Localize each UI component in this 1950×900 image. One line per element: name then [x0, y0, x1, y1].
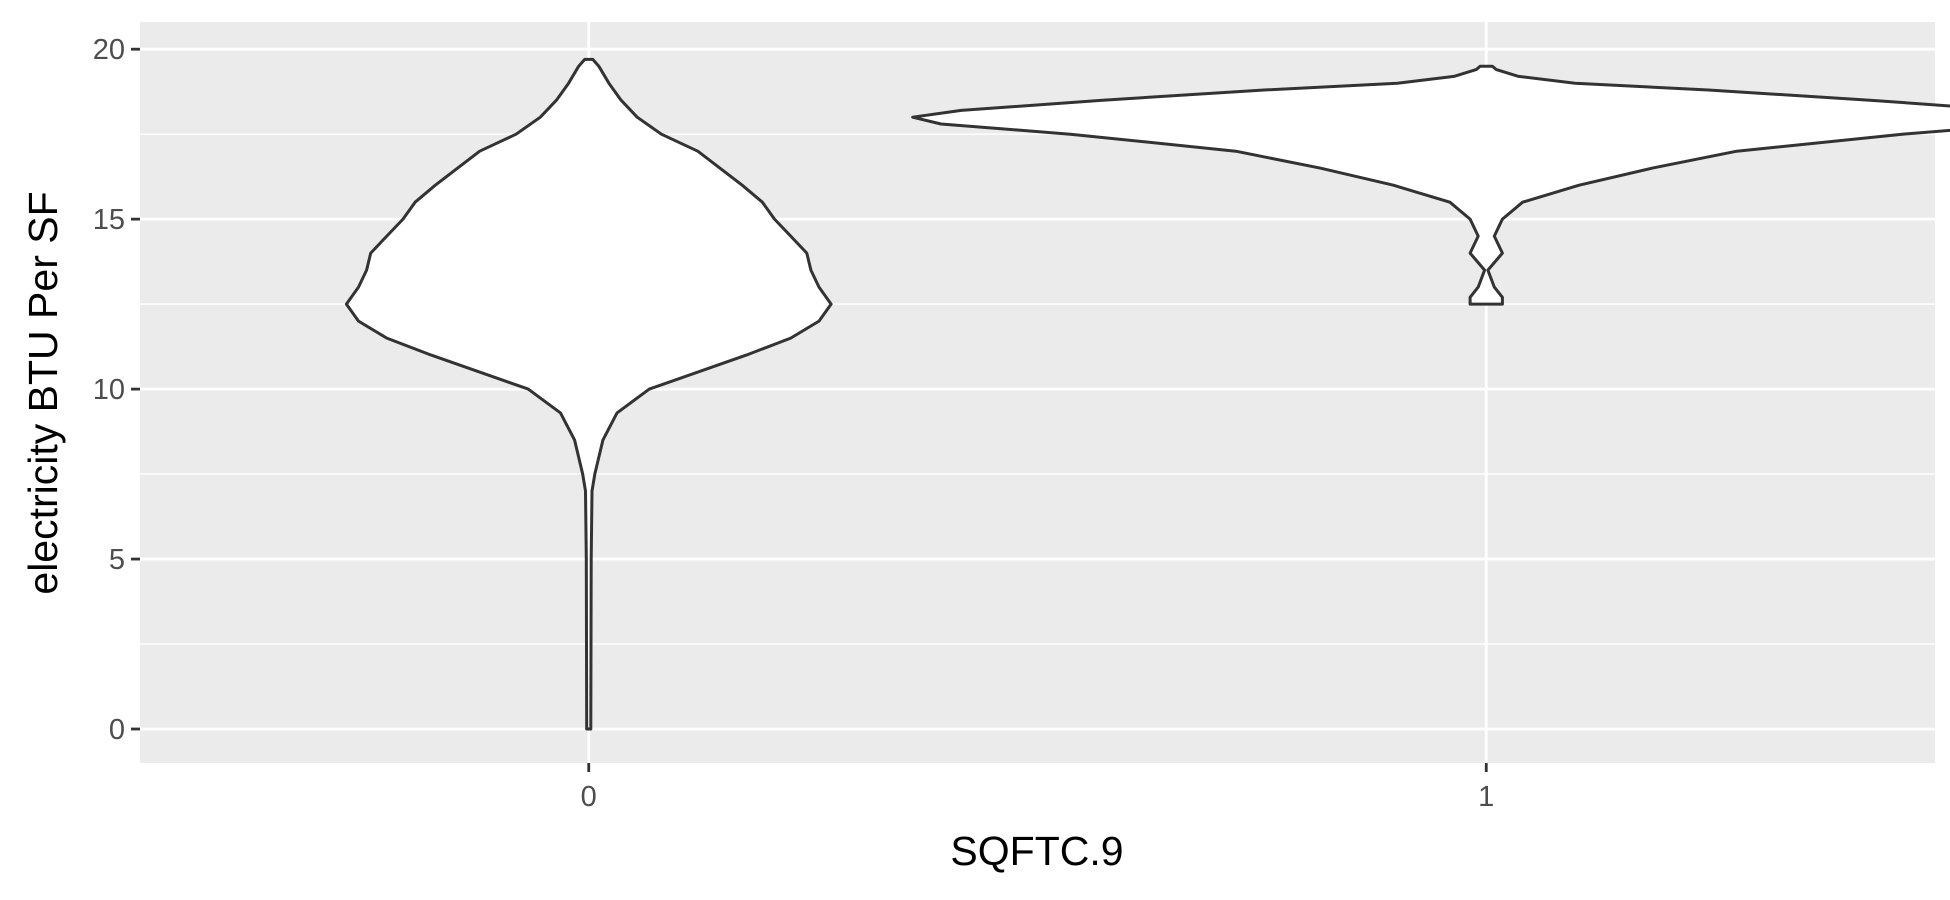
y-tick-label: 5: [109, 544, 125, 576]
x-tick-label: 1: [1478, 781, 1494, 813]
y-tick-label: 0: [109, 714, 125, 746]
x-tick-label: 0: [581, 781, 597, 813]
y-axis-title: electricity BTU Per SF: [20, 191, 66, 594]
y-tick-label: 15: [93, 204, 125, 236]
y-tick-label: 20: [93, 34, 125, 66]
y-tick-label: 10: [93, 374, 125, 406]
violins: [344, 57, 1950, 731]
violin-0: [344, 57, 833, 731]
violin-1: [911, 64, 1950, 306]
x-axis-title: SQFTC.9: [950, 828, 1123, 874]
axes: 0 5 10 15 20 0 1: [93, 34, 1495, 813]
